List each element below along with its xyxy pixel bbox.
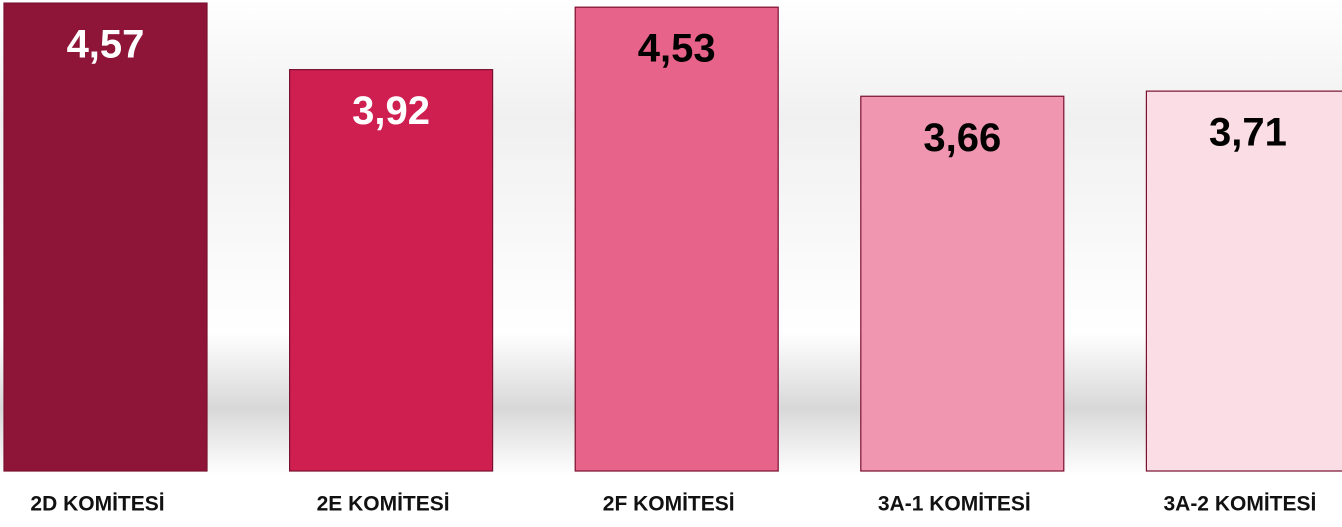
x-tick-label: 3A-2 KOMİTESİ (1163, 493, 1316, 516)
bar (860, 95, 1065, 472)
bar (3, 2, 208, 472)
bar (289, 69, 494, 472)
bar (574, 6, 779, 472)
value-label: 3,92 (352, 89, 430, 133)
x-tick-label: 3A-1 KOMİTESİ (878, 493, 1031, 516)
value-label: 4,57 (67, 23, 145, 67)
x-tick-label: 2E KOMİTESİ (317, 493, 450, 516)
value-label: 3,66 (923, 116, 1001, 160)
bar (1145, 90, 1342, 472)
value-label: 4,53 (638, 27, 716, 71)
x-tick-label: 2F KOMİTESİ (603, 493, 735, 516)
value-label: 3,71 (1209, 111, 1287, 155)
x-tick-label: 2D KOMİTESİ (30, 493, 164, 516)
